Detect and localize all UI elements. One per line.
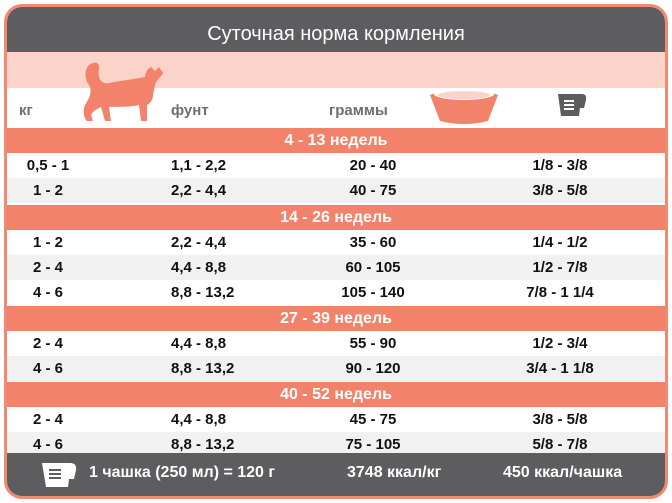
page-title: Суточная норма кормления [7, 7, 665, 52]
cell-grams: 20 - 40 [349, 157, 397, 174]
cell-kg: 4 - 6 [32, 284, 63, 301]
cell-grams: 75 - 105 [345, 436, 401, 453]
bowl-icon [430, 88, 498, 124]
cell-grams: 90 - 120 [345, 360, 401, 377]
table-row: 2 - 4 4,4 - 8,8 45 - 75 3/8 - 5/8 [7, 407, 665, 432]
cell-lb: 2,2 - 4,4 [171, 234, 227, 251]
kcal-per-kg: 3748 ккал/кг [347, 464, 442, 481]
cell-cup: 1/2 - 3/4 [532, 335, 588, 352]
cell-grams: 35 - 60 [349, 234, 397, 251]
cell-kg: 2 - 4 [32, 411, 63, 428]
age-section-header: 14 - 26 недель [7, 205, 665, 230]
cell-kg: 4 - 6 [32, 360, 63, 377]
cell-lb: 4,4 - 8,8 [171, 335, 227, 352]
cell-lb: 8,8 - 13,2 [171, 436, 235, 453]
footer-bar: 1 чашка (250 мл) = 120 г 3748 ккал/кг 45… [7, 453, 665, 496]
cell-cup: 7/8 - 1 1/4 [526, 284, 594, 301]
cell-cup: 3/8 - 5/8 [532, 411, 588, 428]
cell-grams: 40 - 75 [349, 182, 397, 199]
cell-cup: 3/8 - 5/8 [532, 182, 588, 199]
cell-lb: 2,2 - 4,4 [171, 182, 227, 199]
cell-cup: 1/4 - 1/2 [532, 234, 588, 251]
cell-lb: 8,8 - 13,2 [171, 284, 235, 301]
feeding-table-card: Суточная норма кормления кг фунт граммы … [4, 4, 668, 499]
table-row: 4 - 6 8,8 - 13,2 75 - 105 5/8 - 7/8 [7, 432, 665, 457]
cell-cup: 3/4 - 1 1/8 [526, 360, 594, 377]
cell-kg: 4 - 6 [32, 436, 63, 453]
cell-grams: 105 - 140 [341, 284, 405, 301]
cell-lb: 4,4 - 8,8 [171, 411, 227, 428]
measuring-cup-icon [42, 463, 77, 487]
cell-kg: 0,5 - 1 [26, 157, 70, 174]
age-section-header: 27 - 39 недель [7, 306, 665, 331]
cell-lb: 4,4 - 8,8 [171, 259, 227, 276]
table-row: 4 - 6 8,8 - 13,2 90 - 120 3/4 - 1 1/8 [7, 356, 665, 381]
cell-lb: 8,8 - 13,2 [171, 360, 235, 377]
header-grams: граммы [329, 102, 388, 119]
cell-lb: 1,1 - 2,2 [171, 157, 227, 174]
table-row: 2 - 4 4,4 - 8,8 55 - 90 1/2 - 3/4 [7, 331, 665, 356]
cell-cup: 1/8 - 3/8 [532, 157, 588, 174]
cell-cup: 5/8 - 7/8 [532, 436, 588, 453]
age-section-header: 4 - 13 недель [7, 128, 665, 153]
table-row: 1 - 2 2,2 - 4,4 35 - 60 1/4 - 1/2 [7, 230, 665, 255]
cell-kg: 2 - 4 [32, 259, 63, 276]
kcal-per-cup: 450 ккал/чашка [503, 464, 623, 481]
cup-conversion: 1 чашка (250 мл) = 120 г [89, 464, 276, 481]
cell-grams: 55 - 90 [349, 335, 397, 352]
table-row: 2 - 4 4,4 - 8,8 60 - 105 1/2 - 7/8 [7, 255, 665, 280]
measuring-cup-icon [558, 94, 587, 116]
table-row: 0,5 - 1 1,1 - 2,2 20 - 40 1/8 - 3/8 [7, 153, 665, 178]
header-lb: фунт [171, 102, 209, 119]
cat-icon [83, 62, 163, 121]
cell-kg: 1 - 2 [32, 182, 63, 199]
age-section-header: 40 - 52 недель [7, 382, 665, 407]
cell-cup: 1/2 - 7/8 [532, 259, 588, 276]
header-kg: кг [19, 102, 33, 119]
cell-kg: 1 - 2 [32, 234, 63, 251]
cell-grams: 45 - 75 [349, 411, 397, 428]
cell-grams: 60 - 105 [345, 259, 401, 276]
cell-kg: 2 - 4 [32, 335, 63, 352]
table-row: 4 - 6 8,8 - 13,2 105 - 140 7/8 - 1 1/4 [7, 280, 665, 305]
table-row: 1 - 2 2,2 - 4,4 40 - 75 3/8 - 5/8 [7, 178, 665, 203]
